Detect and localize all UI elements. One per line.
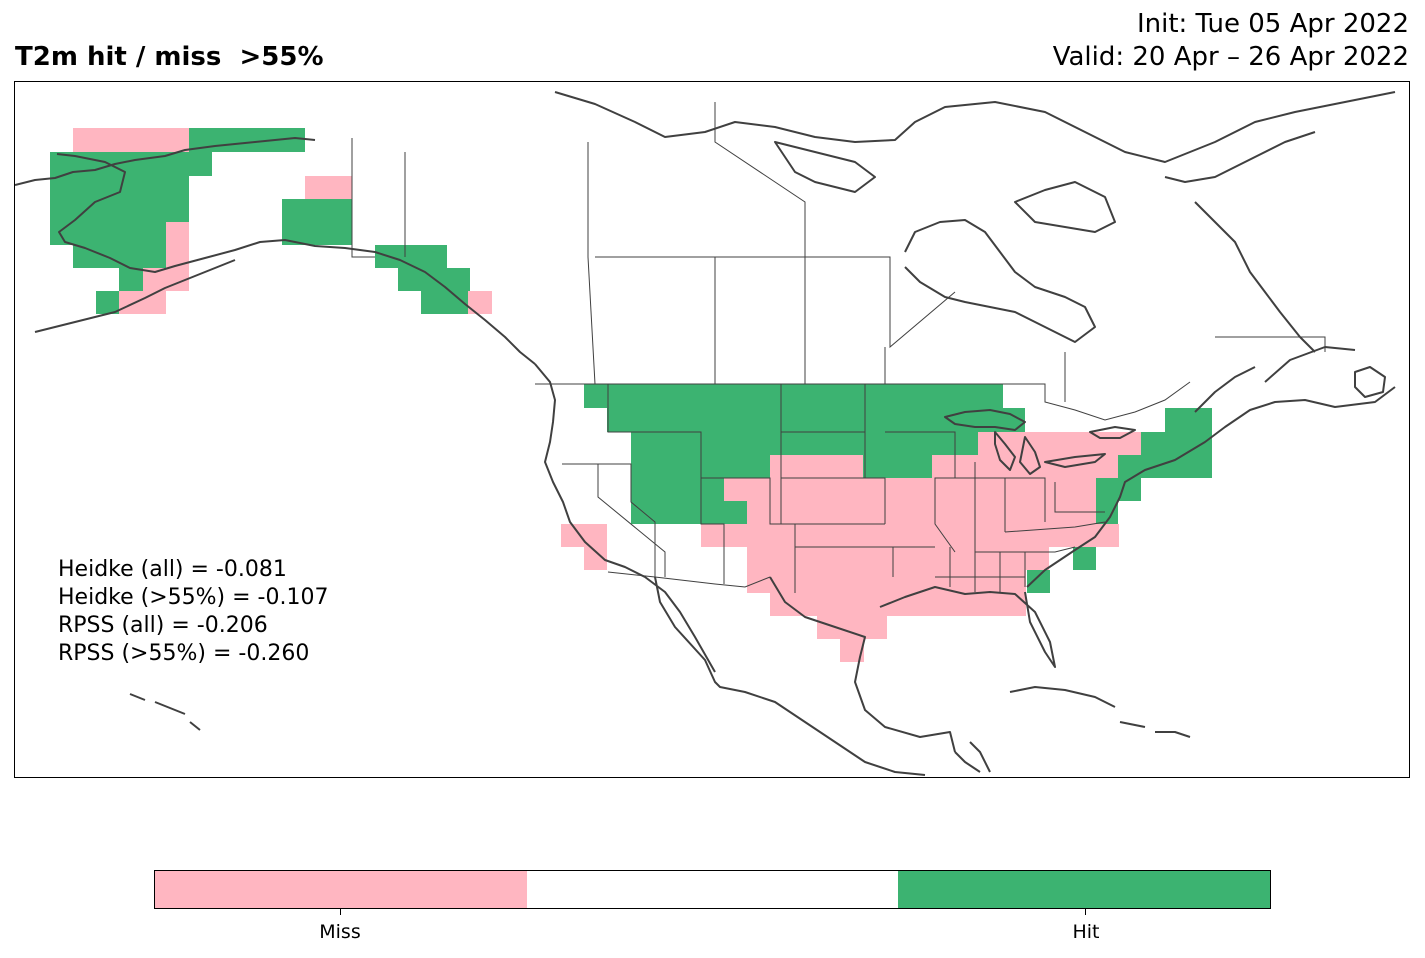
miss-cell (724, 524, 1119, 547)
miss-cell (770, 593, 1026, 616)
hit-cell (73, 245, 166, 268)
newfoundland (1354, 366, 1386, 398)
central-america-coast (954, 741, 991, 773)
heidke-55: Heidke (>55%) = -0.107 (58, 585, 329, 610)
alaska-canada-border (351, 138, 375, 258)
colorbar-neutral-segment (526, 871, 899, 908)
heidke-all: Heidke (all) = -0.081 (58, 557, 287, 582)
miss-cell (724, 478, 1096, 501)
miss-cell (305, 176, 352, 199)
miss-cell (770, 455, 863, 478)
hit-cell (282, 199, 352, 245)
date-info: Init: Tue 05 Apr 2022 Valid: 20 Apr – 26… (1053, 8, 1409, 74)
miss-cell (817, 616, 887, 639)
colorbar-label-hit: Hit (1072, 921, 1100, 943)
hit-cell (189, 128, 305, 152)
miss-cell (747, 570, 1026, 593)
arctic-coast (554, 91, 1396, 233)
hit-cell (375, 245, 447, 268)
canada-province-borders (404, 102, 1326, 402)
map-title: T2m hit / miss >55% (15, 42, 324, 72)
great-lakes (944, 409, 1136, 475)
miss-cell (584, 547, 607, 570)
gulf-coast (769, 576, 1056, 753)
hit-cell (50, 222, 166, 245)
caribbean-islands (129, 686, 1191, 738)
hit-cell (119, 268, 143, 291)
hit-cell (1027, 570, 1050, 593)
miss-cell (701, 524, 724, 547)
miss-cell (468, 291, 492, 314)
miss-cell (747, 547, 1049, 570)
hit-cell (584, 384, 1003, 408)
hit-cell (1073, 547, 1096, 570)
rpss-55: RPSS (>55%) = -0.260 (58, 641, 310, 666)
hit-cell (1096, 501, 1118, 524)
miss-cell (561, 524, 607, 547)
political-borders (351, 102, 1326, 593)
colorbar-tick-hit (1085, 909, 1086, 915)
atlantic-coast (1026, 346, 1396, 588)
miss-cell (1071, 432, 1141, 455)
hit-cell (607, 408, 1025, 432)
forecast-map (15, 91, 1396, 776)
pacific-coast (534, 363, 926, 776)
colorbar-miss-segment (155, 871, 527, 908)
miss-cell (840, 639, 864, 662)
miss-cell (747, 501, 1096, 524)
miss-cell (166, 222, 189, 268)
colorbar-tick-miss (340, 909, 341, 915)
colorbar (154, 870, 1271, 909)
rpss-all: RPSS (all) = -0.206 (58, 613, 268, 638)
alaska-coast (15, 137, 536, 365)
us-mexico-border (607, 571, 771, 588)
hit-cell (421, 291, 468, 314)
map-panel (14, 81, 1410, 778)
hit-cell (50, 176, 189, 222)
valid-dates: Valid: 20 Apr – 26 Apr 2022 (1052, 42, 1409, 72)
hudson-bay-coast (904, 219, 1096, 343)
coastlines (15, 91, 1396, 776)
colorbar-hit-segment (898, 871, 1271, 908)
skill-scores: Heidke (all) = -0.081 Heidke (>55%) = -0… (58, 556, 328, 668)
miss-cell (73, 128, 189, 152)
labrador-coast (1164, 131, 1316, 353)
init-date: Init: Tue 05 Apr 2022 (1136, 9, 1409, 39)
miss-cell (143, 268, 189, 291)
hit-cell (631, 432, 1001, 455)
miss-cell (119, 291, 166, 314)
hit-cell (1096, 478, 1141, 501)
us-state-borders (562, 384, 1106, 593)
colorbar-label-miss: Miss (319, 921, 361, 943)
us-canada-border (535, 381, 1191, 421)
